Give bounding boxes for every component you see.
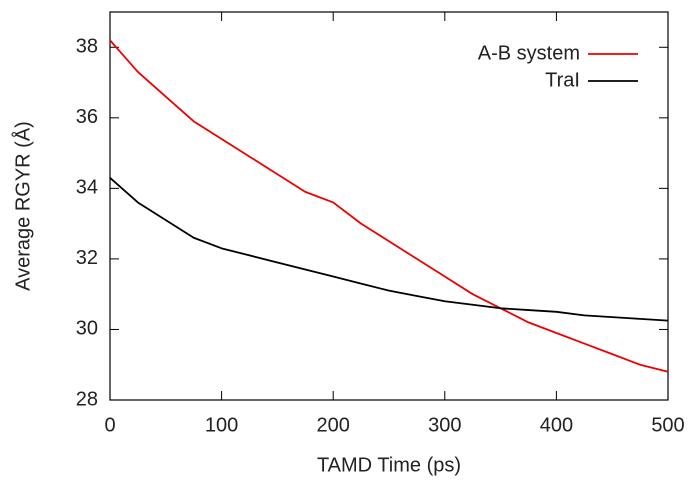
y-tick-label: 30 (76, 318, 98, 340)
x-tick-label: 400 (540, 414, 573, 436)
series-line (109, 39, 669, 373)
y-axis-label: Average RGYR (Å) (11, 121, 34, 291)
x-tick-label: 0 (104, 414, 115, 436)
x-tick-label: 200 (317, 414, 350, 436)
x-axis-label: TAMD Time (ps) (317, 454, 461, 476)
series-line (109, 177, 669, 322)
y-tick-label: 28 (76, 388, 98, 410)
y-tick-label: 36 (76, 106, 98, 128)
y-tick-label: 32 (76, 247, 98, 269)
plot-frame (109, 11, 669, 401)
legend-label: TraI (545, 69, 580, 91)
y-tick-label: 38 (76, 36, 98, 58)
x-tick-label: 500 (651, 414, 684, 436)
x-tick-label: 300 (428, 414, 461, 436)
legend-label: A-B system (478, 42, 580, 64)
y-tick-label: 34 (76, 177, 98, 199)
x-tick-label: 100 (205, 414, 238, 436)
